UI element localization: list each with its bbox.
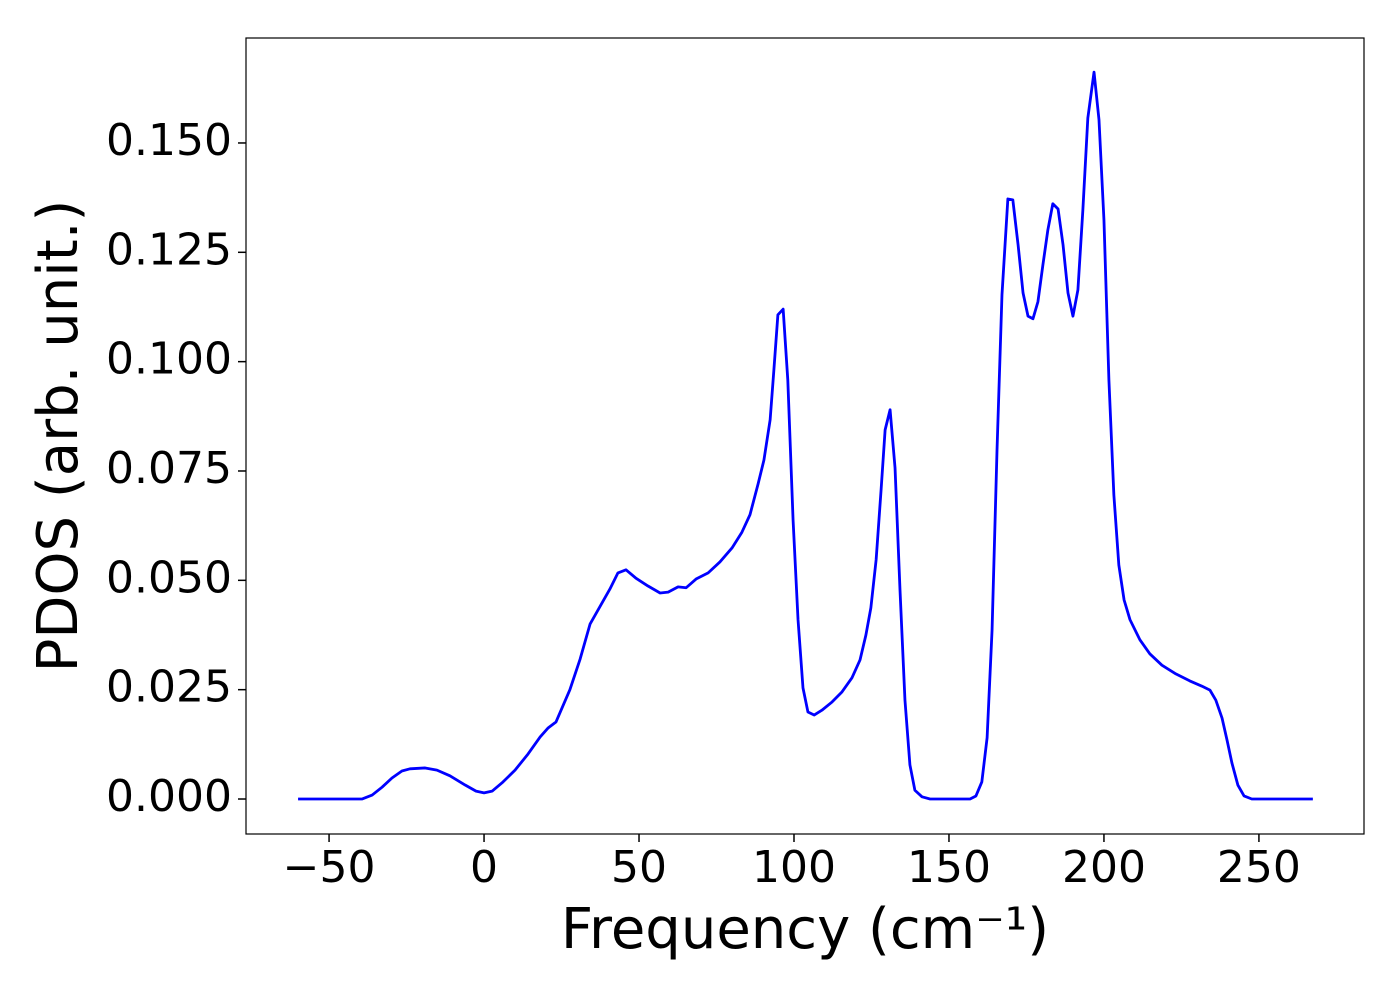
y-tick-label: 0.150 [106, 115, 232, 166]
y-tick-label: 0.050 [106, 552, 232, 603]
x-tick-label: 150 [907, 842, 991, 893]
x-tick-label: 50 [611, 842, 667, 893]
y-tick-label: 0.100 [106, 334, 232, 385]
plot-frame [245, 37, 1365, 835]
x-axis-label: Frequency (cm⁻¹) [561, 897, 1049, 962]
x-tick-label: 100 [752, 842, 836, 893]
data-line [298, 70, 1313, 801]
x-tick-label: −50 [283, 842, 376, 893]
y-tick-label: 0.075 [106, 443, 232, 494]
y-axis-label: PDOS (arb. unit.) [26, 200, 91, 673]
x-tick-label: 0 [470, 842, 498, 893]
y-tick-label: 0.025 [106, 662, 232, 713]
x-tick-label: 200 [1062, 842, 1146, 893]
y-tick-label: 0.125 [106, 224, 232, 275]
y-tick-label: 0.000 [106, 771, 232, 822]
x-tick-label: 250 [1217, 842, 1301, 893]
